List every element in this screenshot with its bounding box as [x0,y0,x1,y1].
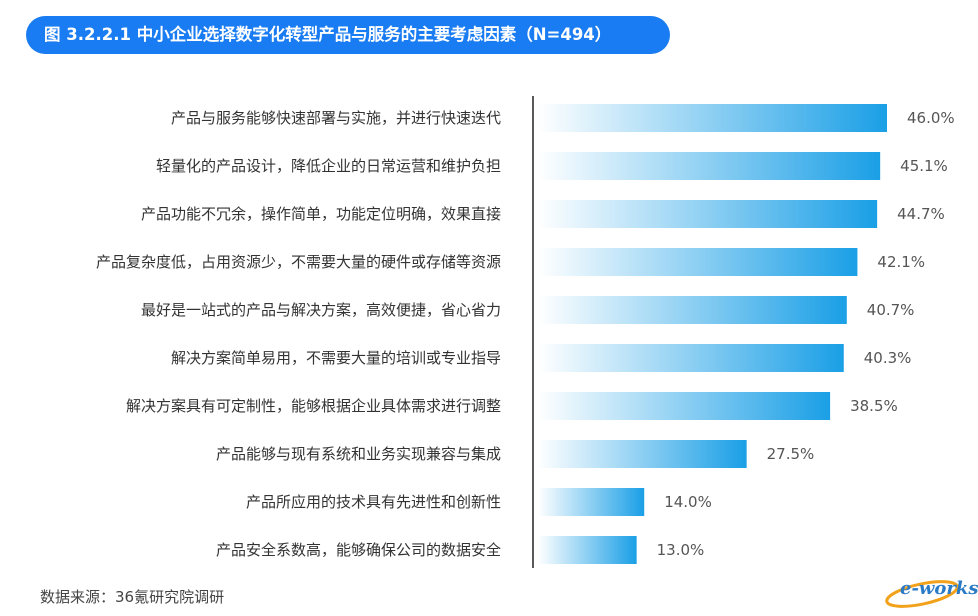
category-label: 产品复杂度低，占用资源少，不需要大量的硬件或存储等资源 [96,253,501,271]
bar [538,536,637,564]
value-label: 42.1% [877,253,925,271]
bar [538,488,645,516]
value-label: 44.7% [897,205,945,223]
category-label: 产品能够与现有系统和业务实现兼容与集成 [216,445,501,463]
value-label: 27.5% [767,445,815,463]
value-label: 45.1% [900,157,948,175]
logo-swoosh-icon [885,580,959,608]
category-label: 解决方案具有可定制性，能够根据企业具体需求进行调整 [126,397,501,415]
bar [538,392,831,420]
category-label: 产品安全系数高，能够确保公司的数据安全 [216,541,501,559]
logo: e-works [882,576,978,610]
bar [538,152,881,180]
category-label: 产品与服务能够快速部署与实施，并进行快速迭代 [171,109,501,127]
value-label: 40.7% [867,301,915,319]
bar [538,248,858,276]
bar [538,440,747,468]
bar [538,104,887,132]
source-note: 数据来源：36氪研究院调研 [40,588,225,606]
bar [538,296,847,324]
bars-group: 产品与服务能够快速部署与实施，并进行快速迭代 46.0% 轻量化的产品设计，降低企业… [96,104,955,564]
logo-text: e-works [900,578,978,599]
category-label: 解决方案简单易用，不需要大量的培训或专业指导 [171,349,501,367]
value-label: 13.0% [657,541,705,559]
value-label: 14.0% [664,493,712,511]
value-label: 40.3% [864,349,912,367]
category-label: 轻量化的产品设计，降低企业的日常运营和维护负担 [156,157,501,175]
bar [538,200,878,228]
value-label: 46.0% [907,109,955,127]
category-label: 产品功能不冗余，操作简单，功能定位明确，效果直接 [141,205,501,223]
chart-title: 图 3.2.2.1 中小企业选择数字化转型产品与服务的主要考虑因素（N=494） [26,16,670,54]
bar [538,344,844,372]
category-label: 最好是一站式的产品与解决方案，高效便捷，省心省力 [141,301,501,319]
value-label: 38.5% [850,397,898,415]
category-label: 产品所应用的技术具有先进性和创新性 [246,493,501,511]
